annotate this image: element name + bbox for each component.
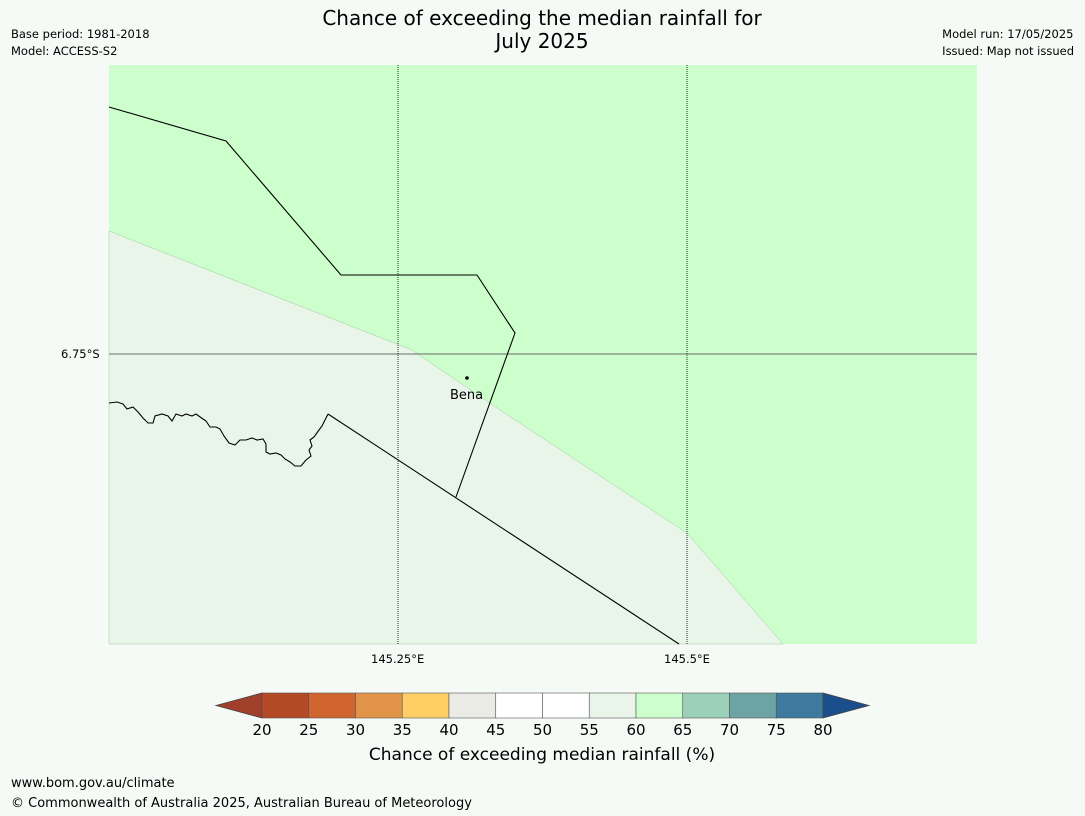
colorbar-tick-label: 65 xyxy=(673,721,692,739)
colorbar-tick-label: 80 xyxy=(813,721,832,739)
footer-url: www.bom.gov.au/climate xyxy=(11,776,175,791)
coastline-boundary xyxy=(108,401,329,467)
graticule xyxy=(109,65,977,644)
colorbar-cell xyxy=(682,692,730,719)
colorbar-tick-label: 25 xyxy=(299,721,318,739)
colorbar-tick-label: 75 xyxy=(767,721,786,739)
colorbar-tick-label: 35 xyxy=(393,721,412,739)
model-text: Model: ACCESS-S2 xyxy=(11,44,118,58)
longitude-label-145-25: 145.25°E xyxy=(371,652,425,666)
colorbar-cell xyxy=(542,692,590,719)
province-boundary-south xyxy=(327,413,680,645)
footer-copyright: © Commonwealth of Australia 2025, Austra… xyxy=(11,796,472,811)
colorbar-cell xyxy=(448,692,497,719)
colorbar-cell xyxy=(495,692,543,719)
colorbar-tick-label: 30 xyxy=(346,721,365,739)
province-boundary-north xyxy=(108,106,516,498)
place-label-bena: Bena xyxy=(450,388,484,403)
colorbar-cell xyxy=(261,692,310,719)
colorbar-cell xyxy=(775,692,824,719)
boundaries xyxy=(108,106,680,645)
colorbar-tick-label: 40 xyxy=(439,721,458,739)
base-period-text: Base period: 1981-2018 xyxy=(11,27,150,41)
colorbar-tick-label: 20 xyxy=(252,721,271,739)
colorbar-tick-label: 60 xyxy=(626,721,645,739)
title-line-2: July 2025 xyxy=(495,29,589,53)
colorbar-cell xyxy=(729,692,777,719)
colorbar-tick-label: 50 xyxy=(533,721,552,739)
colorbar-upper-extend-arrow xyxy=(822,692,871,719)
colorbar: 20 25 30 35 40 45 50 55 60 65 70 75 80 xyxy=(214,692,871,739)
colorbar-cells xyxy=(261,692,824,719)
map-title: Chance of exceeding the median rainfall … xyxy=(242,7,842,53)
issued-text: Issued: Map not issued xyxy=(942,44,1074,58)
latitude-label: 6.75°S xyxy=(61,347,100,361)
colorbar-tick-label: 55 xyxy=(580,721,599,739)
town-marker-bena xyxy=(465,376,469,380)
colorbar-cell xyxy=(401,692,450,719)
colorbar-tick-label: 45 xyxy=(486,721,505,739)
colorbar-tick-label: 70 xyxy=(720,721,739,739)
model-run-text: Model run: 17/05/2025 xyxy=(942,27,1074,41)
header-left-meta: Base period: 1981-2018 Model: ACCESS-S2 xyxy=(11,26,150,60)
longitude-label-145-5: 145.5°E xyxy=(664,652,710,666)
colorbar-cell xyxy=(635,692,684,719)
colorbar-lower-extend-arrow xyxy=(214,692,263,719)
title-line-1: Chance of exceeding the median rainfall … xyxy=(322,6,762,30)
header-right-meta: Model run: 17/05/2025 Issued: Map not is… xyxy=(942,26,1074,60)
colorbar-title: Chance of exceeding median rainfall (%) xyxy=(368,745,716,765)
colorbar-cell xyxy=(308,692,356,719)
colorbar-tick-labels: 20 25 30 35 40 45 50 55 60 65 70 75 80 xyxy=(252,721,832,739)
colorbar-cell xyxy=(355,692,403,719)
colorbar-cell xyxy=(588,692,637,719)
